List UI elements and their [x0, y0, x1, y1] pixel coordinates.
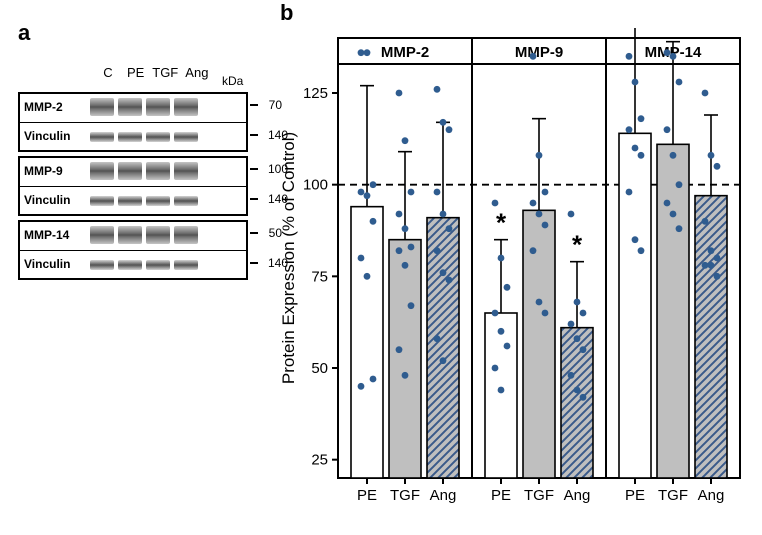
blot-group: MMP-2 Vinculin 70 140 [18, 92, 248, 152]
bar-chart-svg: 25 50 75 100 125 Protein Expression (% of Con… [280, 28, 750, 528]
kda-tick [250, 168, 258, 170]
treatment-label: Ang [183, 65, 211, 80]
svg-text:*: * [572, 230, 583, 260]
lane [146, 260, 170, 270]
kda-tick [250, 198, 258, 200]
loading-name: Vinculin [24, 129, 70, 143]
blot-row: Vinculin [20, 250, 246, 278]
blot-row: Vinculin [20, 122, 246, 150]
lane [118, 98, 142, 116]
protein-name: MMP-9 [24, 164, 63, 178]
lane [90, 196, 114, 206]
svg-text:Ang: Ang [430, 487, 457, 504]
svg-text:25: 25 [311, 452, 328, 469]
svg-text:PE: PE [357, 487, 377, 504]
panel-b-label: b [280, 0, 293, 26]
lane [118, 226, 142, 244]
lane [146, 98, 170, 116]
figure: a C PE TGF Ang kDa MMP-2 Vinculin [0, 0, 762, 535]
lane [118, 196, 142, 206]
lane [90, 132, 114, 142]
treatment-label: C [96, 65, 120, 80]
kda-tick [250, 232, 258, 234]
svg-text:*: * [496, 208, 507, 238]
blot-lanes [90, 98, 198, 116]
lane [174, 98, 198, 116]
protein-name: MMP-14 [24, 228, 69, 242]
lane [146, 226, 170, 244]
panel-a-blots: MMP-2 Vinculin 70 140 [18, 92, 248, 284]
svg-text:PE: PE [491, 487, 511, 504]
lane [174, 196, 198, 206]
lane [174, 226, 198, 244]
svg-text:TGF: TGF [658, 487, 688, 504]
svg-text:125: 125 [303, 85, 328, 102]
svg-text:Ang: Ang [564, 487, 591, 504]
blot-lanes [90, 191, 198, 206]
lane [174, 132, 198, 142]
svg-text:50: 50 [311, 360, 328, 377]
blot-row: MMP-14 [20, 222, 246, 250]
lane [90, 260, 114, 270]
svg-text:MMP-2: MMP-2 [381, 44, 429, 61]
blot-row: MMP-9 [20, 158, 246, 186]
loading-name: Vinculin [24, 257, 70, 271]
lane [118, 132, 142, 142]
lane [118, 260, 142, 270]
kda-tick [250, 262, 258, 264]
blot-row: Vinculin [20, 186, 246, 214]
treatment-label: PE [124, 65, 148, 80]
lane [174, 162, 198, 180]
blot-row: MMP-2 [20, 94, 246, 122]
blot-lanes [90, 255, 198, 270]
blot-lanes [90, 127, 198, 142]
blot-lanes [90, 226, 198, 244]
lane [90, 98, 114, 116]
blot-group: MMP-9 Vinculin 100 14 [18, 156, 248, 216]
loading-name: Vinculin [24, 193, 70, 207]
blot-lanes [90, 162, 198, 180]
svg-text:100: 100 [303, 177, 328, 194]
svg-text:PE: PE [625, 487, 645, 504]
svg-text:Protein Expression (% of Contr: Protein Expression (% of Control) [280, 132, 298, 384]
svg-text:Ang: Ang [698, 487, 725, 504]
lane [90, 226, 114, 244]
svg-text:75: 75 [311, 268, 328, 285]
protein-name: MMP-2 [24, 100, 63, 114]
lane [90, 162, 114, 180]
svg-text:TGF: TGF [390, 487, 420, 504]
lane [118, 162, 142, 180]
kda-tick [250, 134, 258, 136]
lane [146, 196, 170, 206]
panel-a-label: a [18, 20, 30, 46]
svg-text:MMP-9: MMP-9 [515, 44, 563, 61]
svg-text:TGF: TGF [524, 487, 554, 504]
treatment-label: TGF [151, 65, 179, 80]
lane [174, 260, 198, 270]
lane [146, 132, 170, 142]
panel-b-chart: 25 50 75 100 125 Protein Expression (% of Con… [280, 28, 750, 518]
blot-group: MMP-14 Vinculin 50 14 [18, 220, 248, 280]
blot-treatment-labels: C PE TGF Ang [96, 65, 211, 80]
kda-header: kDa [222, 74, 243, 88]
lane [146, 162, 170, 180]
kda-tick [250, 104, 258, 106]
